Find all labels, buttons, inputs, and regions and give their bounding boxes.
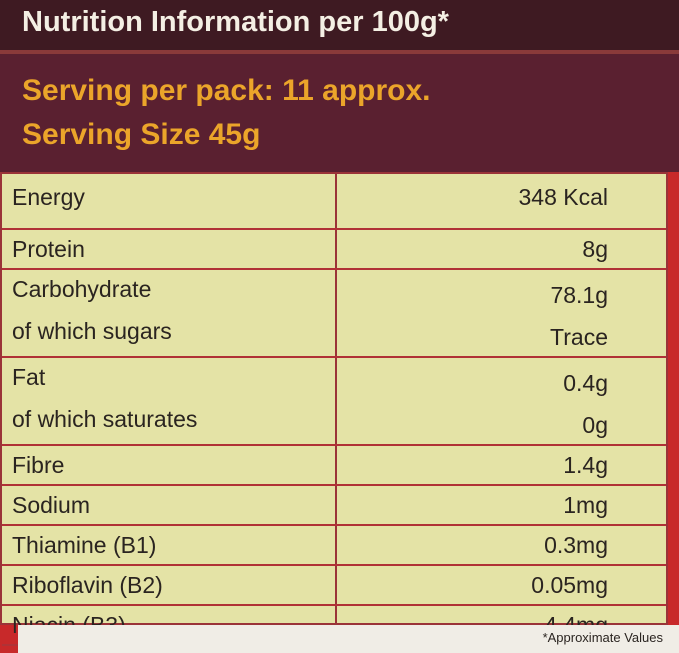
footer: *Approximate Values: [18, 625, 679, 653]
nutrient-value: 0g: [582, 412, 608, 438]
table-row: Fat 0.4g of which saturates 0g: [2, 358, 666, 446]
table-row: Fibre 1.4g: [2, 446, 666, 486]
nutrient-value: 0.4g: [563, 370, 608, 396]
footnote: *Approximate Values: [542, 630, 663, 645]
serving-band: Serving per pack: 11 approx. Serving Siz…: [0, 50, 679, 172]
nutrient-name: Fat: [12, 364, 46, 390]
nutrient-name: Energy: [12, 184, 85, 210]
table-row: Sodium 1mg: [2, 486, 666, 526]
table-row: Thiamine (B1) 0.3mg: [2, 526, 666, 566]
nutrient-value: 1mg: [563, 492, 608, 518]
nutrient-value: 78.1g: [550, 282, 608, 308]
nutrient-value: Trace: [550, 324, 608, 350]
servings: Serving per pack: 11 approx.: [22, 74, 431, 107]
nutrient-name: Thiamine (B1): [12, 532, 157, 558]
nutrition-table: Energy 348 Kcal Protein 8g Carbohydrate 78.1g…: [0, 172, 668, 646]
nutrient-value: 348 Kcal: [518, 184, 608, 210]
column-divider: [335, 174, 337, 623]
nutrient-value: 8g: [582, 236, 608, 262]
nutrient-name: of which saturates: [12, 406, 198, 432]
nutrient-name: of which sugars: [12, 318, 172, 344]
table-row: Energy 348 Kcal: [2, 176, 666, 230]
nutrient-value: 0.05mg: [531, 572, 608, 598]
header-bar: Nutrition Information per 100g*: [0, 0, 679, 50]
table-row: Riboflavin (B2) 0.05mg: [2, 566, 666, 606]
nutrient-name: Carbohydrate: [12, 276, 152, 302]
serving-size: Serving Size 45g: [22, 118, 261, 151]
nutrient-name: Fibre: [12, 452, 65, 478]
nutrient-value: 1.4g: [563, 452, 608, 478]
table-row: Protein 8g: [2, 230, 666, 270]
nutrient-value: 0.3mg: [544, 532, 608, 558]
nutrient-name: Protein: [12, 236, 85, 262]
title: Nutrition Information per 100g*: [22, 6, 449, 38]
nutrient-name: Riboflavin (B2): [12, 572, 163, 598]
table-row: Carbohydrate 78.1g of which sugars Trace: [2, 270, 666, 358]
nutrient-name: Sodium: [12, 492, 90, 518]
